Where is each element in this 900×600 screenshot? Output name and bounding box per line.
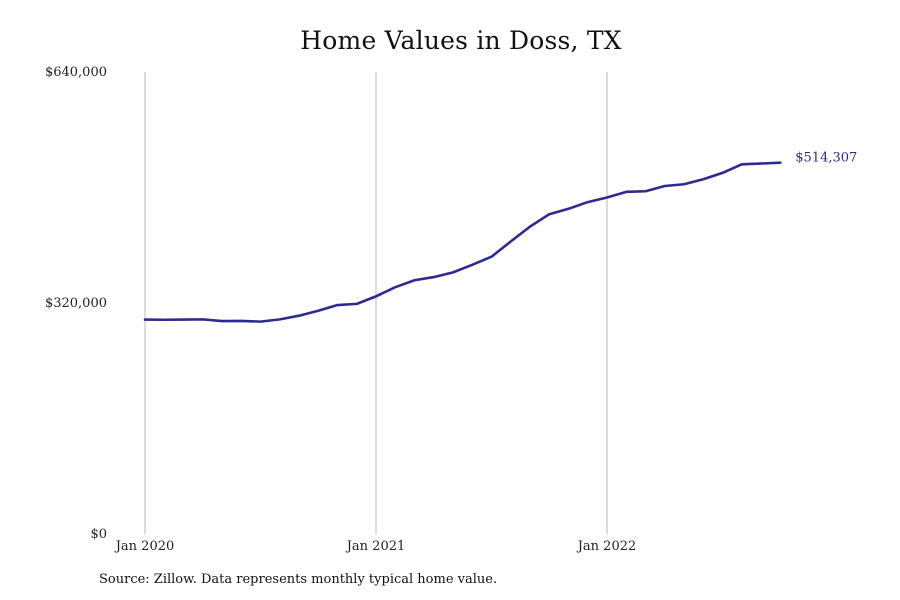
chart-title: Home Values in Doss, TX bbox=[300, 26, 622, 55]
end-value-label: $514,307 bbox=[795, 151, 857, 166]
x-tick-label: Jan 2021 bbox=[345, 539, 406, 554]
source-note: Source: Zillow. Data represents monthly … bbox=[99, 572, 498, 587]
y-tick-label: $320,000 bbox=[45, 296, 107, 311]
x-tick-label: Jan 2020 bbox=[114, 539, 175, 554]
series-line bbox=[143, 161, 782, 323]
y-tick-label: $0 bbox=[90, 527, 107, 542]
y-tick-label: $640,000 bbox=[45, 65, 107, 80]
x-tick-label: Jan 2022 bbox=[576, 539, 637, 554]
